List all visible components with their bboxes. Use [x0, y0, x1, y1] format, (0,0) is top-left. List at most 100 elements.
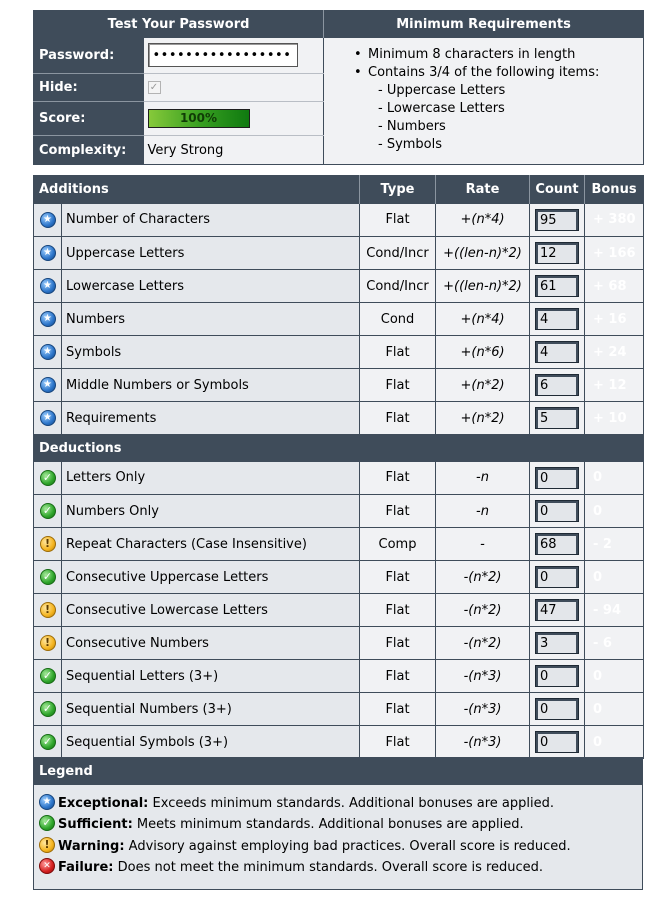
count-box: 0	[535, 698, 580, 720]
legend-term: Failure:	[58, 860, 114, 875]
criterion-name: Consecutive Numbers	[61, 626, 361, 660]
status-cell	[33, 368, 62, 402]
exceptional-icon	[39, 344, 56, 360]
legend-item: Sufficient: Meets minimum standards. Add…	[39, 814, 642, 836]
exceptional-icon	[39, 278, 56, 294]
requirement-item: - Uppercase Letters	[378, 82, 506, 98]
criterion-rate: -(n*3)	[435, 725, 531, 759]
criterion-type: Flat	[359, 401, 437, 435]
bonus-value: - 94	[584, 593, 644, 627]
criterion-type: Flat	[359, 692, 437, 726]
bonus-value: + 24	[584, 335, 644, 369]
sufficient-icon	[39, 569, 56, 585]
criterion-name: Repeat Characters (Case Insensitive)	[61, 527, 361, 561]
count-cell: 0	[529, 692, 586, 726]
sufficient-icon	[39, 701, 56, 717]
bonus-value: + 68	[584, 269, 644, 303]
legend-description: Advisory against employing bad practices…	[124, 838, 571, 854]
requirement-item: Minimum 8 characters in length	[354, 46, 643, 64]
criterion-rate: +((len-n)*2)	[435, 236, 531, 270]
status-cell	[33, 626, 62, 660]
legend-panel: Legend Exceptional: Exceeds minimum stan…	[33, 757, 643, 890]
count-box: 0	[535, 566, 580, 588]
criterion-rate: -(n*2)	[435, 593, 531, 627]
requirement-item: - Numbers	[378, 118, 446, 134]
bonus-value: + 12	[584, 368, 644, 402]
bonus-column-header: Bonus	[584, 175, 644, 204]
count-value: 0	[538, 569, 577, 587]
failure-icon	[39, 858, 55, 874]
score-bar-fill	[148, 110, 249, 127]
requirements-list: Minimum 8 characters in lengthContains 3…	[324, 46, 643, 154]
criterion-name: Consecutive Uppercase Letters	[61, 560, 361, 594]
deductions-header: Deductions	[33, 434, 644, 462]
status-cell	[33, 203, 62, 237]
criterion-rate: -(n*2)	[435, 626, 531, 660]
criterion-name: Sequential Symbols (3+)	[61, 725, 361, 759]
criterion-name: Uppercase Letters	[61, 236, 361, 270]
minimum-requirements-title: Minimum Requirements	[323, 10, 644, 38]
criterion-type: Comp	[359, 527, 437, 561]
count-value: 3	[538, 635, 577, 653]
criterion-type: Cond	[359, 302, 437, 336]
criterion-type: Flat	[359, 494, 437, 528]
count-value: 6	[538, 377, 577, 395]
count-cell: 3	[529, 626, 586, 660]
bonus-value: 0	[584, 494, 644, 528]
count-value: 0	[538, 469, 577, 488]
criterion-rate: +(n*4)	[435, 203, 531, 237]
exceptional-icon	[39, 211, 56, 228]
warning-icon	[39, 635, 56, 651]
status-cell	[33, 659, 62, 693]
legend-items: Exceptional: Exceeds minimum standards. …	[34, 785, 643, 890]
bonus-value: 0	[584, 725, 644, 759]
count-box: 0	[535, 466, 580, 489]
legend-description: Does not meet the minimum standards. Ove…	[113, 860, 544, 875]
status-cell	[33, 527, 62, 561]
count-cell: 68	[529, 527, 586, 561]
count-cell: 5	[529, 401, 586, 435]
criterion-name: Letters Only	[61, 461, 361, 495]
table-row: Sequential Numbers (3+)Flat-(n*3) 00	[33, 692, 644, 726]
table-row: Sequential Symbols (3+)Flat-(n*3) 00	[33, 725, 644, 759]
warning-icon	[39, 536, 56, 552]
hide-checkbox[interactable]: ✓	[147, 81, 161, 94]
exceptional-icon	[39, 311, 56, 327]
criterion-name: Numbers	[61, 302, 361, 336]
status-cell	[33, 560, 62, 594]
count-box: 68	[535, 533, 580, 555]
status-cell	[33, 461, 62, 495]
requirements-cell: Minimum 8 characters in lengthContains 3…	[323, 37, 644, 165]
bonus-value: 0	[584, 560, 644, 594]
sufficient-icon	[39, 668, 56, 684]
bonus-value: 0	[584, 461, 644, 495]
password-input[interactable]	[147, 43, 298, 68]
count-value: 0	[538, 668, 577, 686]
count-box: 12	[535, 242, 580, 264]
count-cell: 4	[529, 302, 586, 336]
bonus-value: + 10	[584, 401, 644, 435]
status-cell	[33, 725, 62, 759]
legend-title: Legend	[33, 757, 643, 785]
status-cell	[33, 494, 62, 528]
criterion-name: Symbols	[61, 335, 361, 369]
criterion-type: Flat	[359, 626, 437, 660]
legend-term: Warning:	[58, 838, 125, 854]
criterion-type: Flat	[359, 725, 437, 759]
criterion-name: Middle Numbers or Symbols	[61, 368, 361, 402]
count-value: 4	[538, 344, 577, 362]
count-box: 0	[535, 731, 580, 753]
bonus-value: - 6	[584, 626, 644, 660]
count-value: 61	[538, 278, 577, 296]
count-cell: 0	[529, 560, 586, 594]
requirement-item: - Lowercase Letters	[378, 100, 505, 116]
count-value: 4	[538, 311, 577, 329]
criterion-name: Consecutive Lowercase Letters	[61, 593, 361, 627]
